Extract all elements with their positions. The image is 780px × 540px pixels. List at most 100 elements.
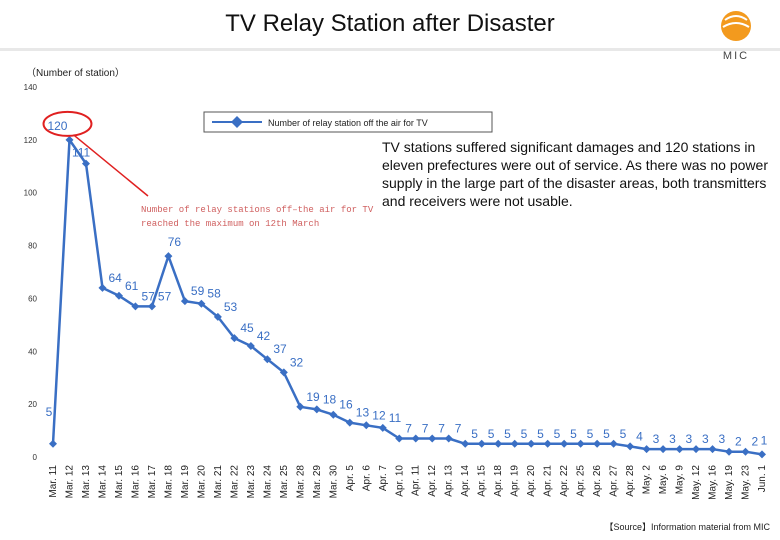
title-divider xyxy=(0,48,780,51)
y-tick-label: 0 xyxy=(33,453,38,462)
page-title: TV Relay Station after Disaster xyxy=(225,10,555,37)
data-point-marker xyxy=(527,439,536,448)
data-label: 57 xyxy=(141,289,155,303)
x-tick-label: Mar. 12 xyxy=(64,465,75,499)
x-tick-label: Mar. 25 xyxy=(279,465,290,499)
data-label: 5 xyxy=(587,427,594,441)
data-label: 5 xyxy=(620,427,627,441)
callout-panel: TV stations suffered significant damages… xyxy=(382,138,772,248)
x-tick-label: Apr. 10 xyxy=(394,465,405,497)
x-tick-label: Apr. 20 xyxy=(526,465,537,497)
data-label: 37 xyxy=(273,342,287,356)
data-label: 7 xyxy=(455,422,462,436)
x-tick-label: Apr. 13 xyxy=(444,465,455,497)
x-tick-label: Jun. 1 xyxy=(757,465,768,493)
x-tick-label: Apr. 26 xyxy=(592,465,603,497)
data-point-marker xyxy=(675,445,684,454)
y-tick-label: 40 xyxy=(28,347,37,356)
x-tick-label: Mar. 19 xyxy=(180,465,191,499)
data-point-marker xyxy=(444,434,453,443)
data-label: 3 xyxy=(669,432,676,446)
data-label: 13 xyxy=(356,406,370,420)
data-label: 4 xyxy=(636,429,643,443)
data-point-marker xyxy=(494,439,503,448)
x-tick-label: Mar. 17 xyxy=(147,465,158,499)
data-label: 2 xyxy=(752,435,759,449)
data-point-marker xyxy=(362,421,371,430)
x-tick-label: May. 2 xyxy=(642,465,653,495)
y-tick-label: 140 xyxy=(24,83,38,92)
data-label: 2 xyxy=(735,435,742,449)
x-tick-label: Apr. 22 xyxy=(559,465,570,497)
x-tick-label: Mar. 30 xyxy=(328,465,339,499)
data-point-marker xyxy=(164,252,173,261)
data-point-marker xyxy=(263,355,272,364)
data-label: 5 xyxy=(488,427,495,441)
x-tick-label: Mar. 14 xyxy=(97,465,108,499)
x-tick-label: Apr. 6 xyxy=(361,465,372,492)
data-point-marker xyxy=(296,402,305,411)
x-tick-label: Apr. 5 xyxy=(345,465,356,492)
data-label: 3 xyxy=(702,432,709,446)
annotation-pointer-line xyxy=(73,134,149,197)
data-point-marker xyxy=(180,297,189,306)
data-point-marker xyxy=(428,434,437,443)
data-label: 5 xyxy=(570,427,577,441)
data-point-marker xyxy=(510,439,519,448)
data-label: 3 xyxy=(719,432,726,446)
data-label: 45 xyxy=(240,321,254,335)
data-point-marker xyxy=(312,405,321,414)
y-tick-label: 60 xyxy=(28,294,37,303)
data-label: 57 xyxy=(158,289,172,303)
data-point-marker xyxy=(279,368,288,377)
data-point-marker xyxy=(708,445,717,454)
data-point-marker xyxy=(609,439,618,448)
data-point-marker xyxy=(246,342,255,350)
data-label: 3 xyxy=(686,432,693,446)
data-point-marker xyxy=(543,439,552,448)
x-tick-label: Mar. 11 xyxy=(48,465,59,498)
x-tick-label: Mar. 21 xyxy=(213,465,224,499)
y-tick-label: 80 xyxy=(28,242,37,251)
data-point-marker xyxy=(692,445,701,454)
x-tick-label: Apr. 7 xyxy=(378,465,389,492)
x-tick-label: Apr. 21 xyxy=(543,465,554,497)
annotation-line-1: Number of relay stations off–the air for… xyxy=(141,205,374,215)
x-tick-label: May. 6 xyxy=(658,465,669,495)
callout-text: TV stations suffered significant damages… xyxy=(382,139,768,209)
data-label: 12 xyxy=(372,408,386,422)
data-point-marker xyxy=(197,299,206,308)
y-axis-unit-label: （Number of station） xyxy=(26,68,125,79)
data-label: 19 xyxy=(306,390,320,404)
data-label: 1 xyxy=(761,433,768,447)
logo-text: MIC xyxy=(723,50,749,62)
data-label: 5 xyxy=(554,427,561,441)
data-label: 5 xyxy=(603,427,610,441)
legend-marker-icon xyxy=(231,116,243,128)
data-label: 111 xyxy=(72,146,91,160)
legend-entry: Number of relay station off the air for … xyxy=(268,118,428,128)
data-point-marker xyxy=(378,423,387,432)
x-tick-label: Mar. 24 xyxy=(262,465,273,499)
data-label: 18 xyxy=(323,392,337,406)
data-label: 5 xyxy=(537,427,544,441)
data-label: 64 xyxy=(108,271,122,285)
x-tick-label: Mar. 28 xyxy=(295,465,306,499)
data-label: 5 xyxy=(504,427,511,441)
data-point-marker xyxy=(114,291,123,300)
data-point-marker xyxy=(741,447,750,456)
data-point-marker xyxy=(147,302,156,311)
data-point-marker xyxy=(576,439,585,448)
x-tick-label: Apr. 14 xyxy=(460,465,471,497)
x-tick-label: Mar. 20 xyxy=(196,465,207,499)
data-point-marker xyxy=(65,135,74,144)
x-tick-label: Mar. 29 xyxy=(312,465,323,499)
x-tick-label: Mar. 16 xyxy=(130,465,141,499)
data-point-marker xyxy=(131,302,140,311)
x-tick-label: Apr. 11 xyxy=(411,465,422,496)
data-label: 5 xyxy=(471,427,478,441)
data-point-marker xyxy=(758,450,766,459)
x-tick-label: May. 12 xyxy=(691,465,702,500)
data-label: 58 xyxy=(207,287,221,301)
x-tick-label: Mar. 18 xyxy=(163,465,174,499)
